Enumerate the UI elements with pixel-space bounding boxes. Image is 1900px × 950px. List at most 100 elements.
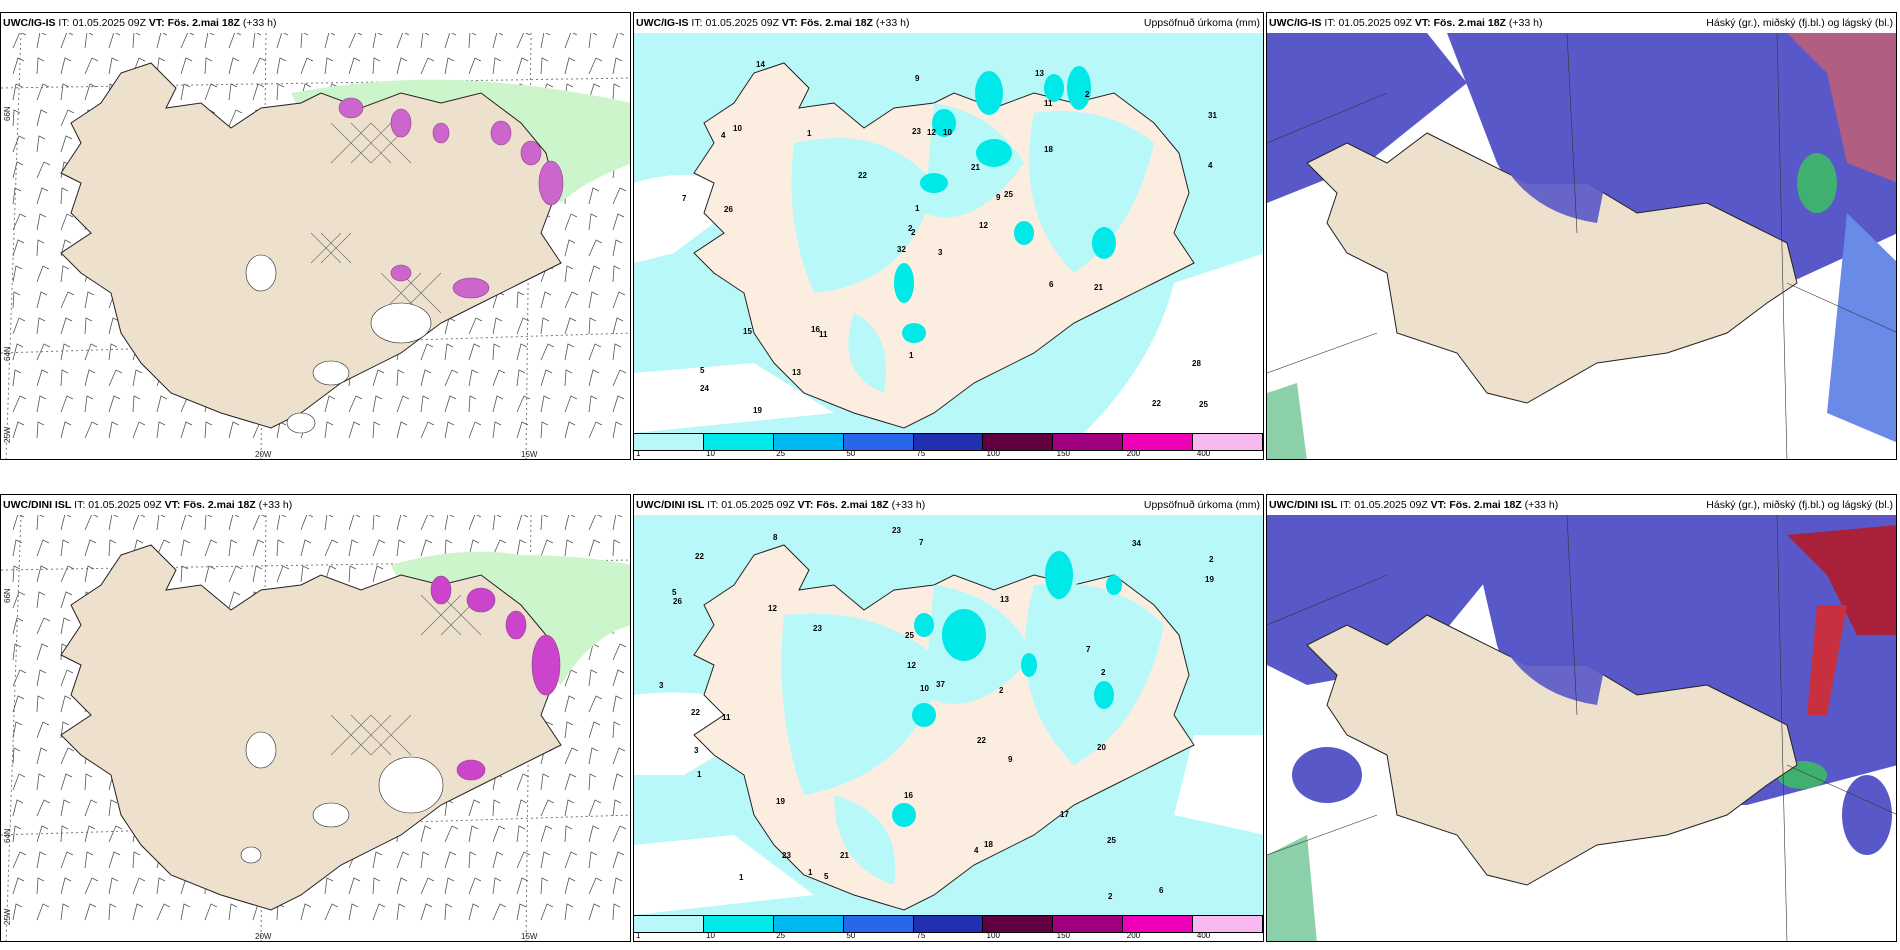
wind-barb: [180, 515, 193, 531]
wind-barb: [516, 773, 530, 791]
cloud-map: [1267, 33, 1896, 459]
wind-barb: [180, 903, 191, 921]
precip-value-label: 24: [700, 384, 709, 393]
wind-barb: [588, 421, 603, 439]
wind-barb: [60, 213, 74, 231]
wind-barb: [540, 851, 551, 869]
wind-barb: [108, 343, 118, 361]
wind-barb: [516, 539, 527, 557]
precip-value-label: 4: [1208, 161, 1213, 170]
precip-value-label: 10: [920, 684, 929, 693]
wind-barb: [444, 825, 459, 843]
wind-barb: [444, 877, 455, 895]
wind-barb: [84, 825, 96, 843]
wind-barb: [612, 539, 621, 557]
wind-barb: [108, 369, 123, 387]
wind-barb: [228, 33, 242, 49]
wind-barb: [420, 33, 430, 49]
wind-barb: [132, 395, 141, 413]
precip-value-label: 25: [1004, 190, 1013, 199]
colorbar-swatch: [913, 434, 984, 450]
wind-barb: [300, 565, 310, 583]
wind-barb: [84, 395, 94, 413]
wind-barb: [396, 851, 410, 869]
wind-barb: [12, 265, 23, 283]
wind-barb: [204, 33, 215, 49]
precip-value-label: 13: [792, 368, 801, 377]
wind-barb: [36, 135, 46, 153]
wind-barb: [564, 57, 576, 75]
precip-value-label: 15: [743, 327, 752, 336]
colorbar-tick-label: 50: [846, 931, 856, 940]
wind-barb: [36, 57, 45, 75]
wind-barb: [60, 539, 70, 557]
wind-barb: [492, 57, 502, 75]
wind-barb: [60, 747, 75, 765]
wind-barb: [516, 421, 529, 439]
wind-barb: [108, 515, 119, 531]
model-name: UWC/DINI ISL: [1269, 499, 1338, 511]
wind-barb: [36, 421, 45, 439]
wind-barb: [108, 317, 120, 335]
wind-barb: [588, 825, 600, 843]
wind-barb: [228, 539, 238, 557]
wind-barb: [588, 877, 603, 895]
precip-values: 3772561113253437202326121918222216172519…: [659, 526, 1214, 901]
wind-barb: [564, 33, 578, 49]
colorbar-tick-label: 25: [776, 449, 786, 458]
wind-barb: [228, 109, 243, 127]
wind-barb: [36, 109, 48, 127]
precip-value-label: 3: [659, 681, 664, 690]
colorbar-swatch: [1193, 434, 1263, 450]
wind-barb: [564, 369, 573, 387]
field-title: Uppsöfnuð úrkoma (mm): [1143, 499, 1260, 511]
init-time: 01.05.2025 09Z: [705, 17, 779, 29]
wind-barb: [612, 721, 621, 739]
wind-barb: [348, 421, 361, 439]
wind-map: [1, 515, 630, 941]
wind-barb: [12, 851, 27, 869]
wind-barb: [468, 395, 477, 413]
wind-barb: [300, 539, 312, 557]
wind-barb: [60, 591, 73, 609]
wind-barb: [180, 57, 193, 75]
precip-value-label: 3: [938, 248, 943, 257]
wind-barb: [564, 239, 576, 257]
wind-barb: [36, 617, 51, 635]
precip-value-label: 5: [700, 366, 705, 375]
wind-barb: [60, 669, 74, 687]
wind-barb: [612, 851, 625, 869]
wind-barb: [12, 83, 23, 101]
wind-barb: [540, 369, 553, 387]
wind-barb: [132, 877, 146, 895]
field-title: Háský (gr.), miðský (fj.bl.) og lágský (…: [1706, 17, 1893, 29]
wind-barb: [12, 187, 22, 205]
colorbar-swatch: [913, 916, 984, 932]
precip-value-label: 1: [697, 770, 702, 779]
wind-barb: [12, 539, 23, 557]
precip-value-label: 7: [1086, 645, 1091, 654]
panel-header: UWC/IG-IS IT: 01.05.2025 09Z VT: Fös. 2.…: [1, 13, 630, 33]
precip-value-label: 2: [1108, 892, 1113, 901]
wind-barb: [540, 515, 549, 531]
colorbar-swatch: [843, 916, 914, 932]
wind-barb: [12, 135, 26, 153]
precip-value-label: 34: [1132, 539, 1141, 548]
precip-map: 3772561113253437202326121918222216172519…: [634, 515, 1263, 917]
wind-barb: [36, 515, 45, 531]
wind-barb: [36, 669, 47, 687]
precip-value-label: 17: [1060, 810, 1069, 819]
wind-barb: [36, 877, 45, 895]
precip-value-label: 11: [722, 713, 731, 722]
wind-barb: [132, 33, 141, 49]
precip-value-label: 25: [1199, 400, 1208, 409]
wind-barb: [60, 565, 75, 583]
colorbar-swatch: [773, 434, 844, 450]
wind-barb: [84, 799, 98, 817]
wind-barb: [12, 369, 22, 387]
wind-barb: [108, 903, 117, 921]
wind-barb: [12, 317, 26, 335]
wind-barb: [588, 669, 598, 687]
colorbar-tick-label: 200: [1126, 931, 1141, 940]
wind-barb: [156, 877, 166, 895]
